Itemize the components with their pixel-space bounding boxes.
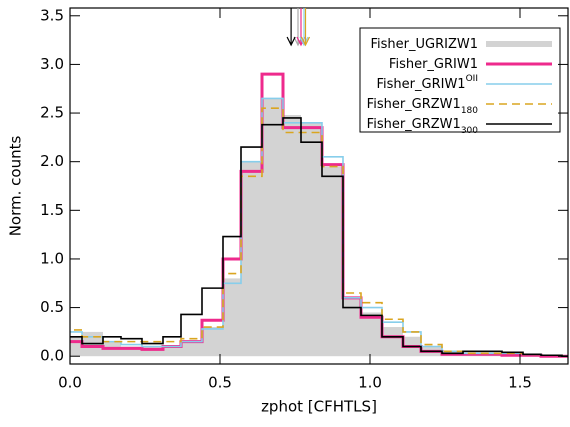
y-tick-label: 2.0 — [40, 152, 64, 170]
y-tick-label: 2.5 — [40, 104, 64, 122]
hist-bar — [283, 114, 301, 357]
x-tick-label: 1.5 — [508, 374, 532, 392]
plot-frame — [69, 7, 569, 365]
y-tick-label: 3.5 — [40, 6, 64, 24]
hist-bar — [163, 346, 181, 357]
x-tick-label: 0.0 — [58, 374, 82, 392]
median-arrowhead — [299, 36, 309, 47]
legend-name: Fisher_UGRIZW1 — [371, 37, 479, 52]
hist-bar — [241, 161, 262, 357]
y-tick-label: 1.0 — [40, 249, 64, 267]
legend-name: Fisher_GRIW1 — [377, 77, 466, 92]
legend-superscript: OII — [466, 74, 478, 84]
x-tick-label: 1.0 — [358, 374, 382, 392]
hist-bar — [343, 297, 361, 357]
hist-bar — [262, 98, 283, 357]
legend-subscript: 300 — [461, 126, 478, 136]
hist-line — [70, 72, 568, 358]
hist-bar — [301, 122, 322, 357]
hist-bar — [223, 278, 241, 357]
x-axis-label: zphot [CFHTLS] — [261, 398, 377, 416]
y-tick-label: 0.5 — [40, 298, 64, 316]
legend-name: Fisher_GRIW1 — [389, 57, 478, 72]
hist-bar — [70, 336, 82, 357]
legend-label: Fisher_GRIW1OII — [377, 74, 478, 92]
legend-label: Fisher_GRZW1180 — [367, 97, 479, 116]
y-tick-label: 0.0 — [40, 347, 64, 365]
median-arrowhead — [300, 36, 311, 47]
hist-bar — [361, 312, 382, 357]
hist-bar — [142, 346, 163, 357]
y-tick-label: 1.5 — [40, 201, 64, 219]
hist-bar — [181, 341, 202, 357]
median-arrowhead — [286, 36, 296, 47]
hist-line — [70, 107, 568, 358]
y-axis-label: Norm. counts — [7, 136, 25, 237]
hist-bar — [382, 327, 403, 357]
legend-label: Fisher_GRZW1300 — [367, 117, 479, 136]
legend-name: Fisher_GRZW1 — [367, 97, 461, 112]
hist-bar — [322, 166, 343, 357]
plot-area — [70, 72, 568, 358]
legend-subscript: 180 — [461, 106, 478, 116]
x-tick-label: 0.5 — [208, 374, 232, 392]
legend-label: Fisher_GRIW1 — [389, 57, 478, 72]
legend-name: Fisher_GRZW1 — [367, 117, 461, 132]
hist-bar — [121, 346, 142, 357]
y-tick-label: 3.0 — [40, 55, 64, 73]
hist-bar — [202, 327, 223, 357]
hist-line — [70, 117, 568, 358]
legend-label: Fisher_UGRIZW1 — [371, 37, 479, 52]
